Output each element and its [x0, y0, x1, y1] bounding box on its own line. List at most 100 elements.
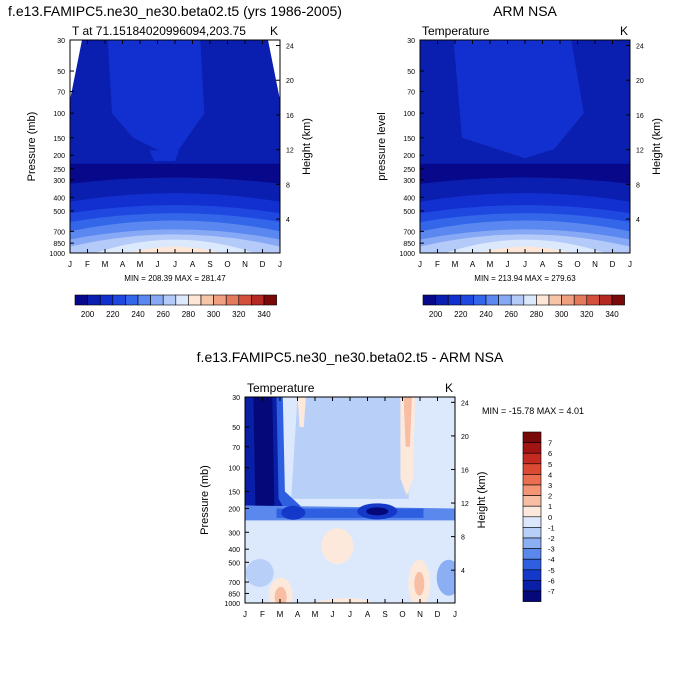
x-tick-label: J [331, 610, 335, 619]
y-right-tick-label: 4 [636, 217, 640, 224]
colorbar-swatch [522, 495, 542, 507]
chart-subtitle-right: K [620, 24, 628, 38]
x-tick-label: D [610, 260, 616, 269]
y-tick-label: 200 [53, 153, 65, 160]
colorbar-swatch [188, 294, 202, 306]
colorbar-label: -3 [548, 545, 555, 554]
x-tick-label: J [278, 260, 282, 269]
x-tick-label: J [523, 260, 527, 269]
colorbar-swatch [523, 294, 537, 306]
y-tick-label: 70 [57, 89, 65, 96]
x-tick-label: J [68, 260, 72, 269]
y-tick-label: 700 [53, 229, 65, 236]
y-tick-label: 150 [228, 490, 240, 497]
contour-band [70, 163, 280, 184]
x-tick-label: N [417, 610, 423, 619]
colorbar-swatch [522, 569, 542, 581]
y-tick-label: 300 [403, 178, 415, 185]
colorbar-swatch [162, 294, 177, 306]
min-max-text: MIN = -15.78 MAX = 4.01 [482, 406, 584, 416]
x-tick-label: J [453, 610, 457, 619]
y-tick-label: 850 [403, 241, 415, 248]
contour-band [312, 598, 376, 603]
contour-band [453, 40, 584, 159]
colorbar-swatch [213, 294, 227, 306]
y-tick-label: 150 [53, 136, 65, 143]
colorbar-label: 240 [479, 310, 493, 319]
x-tick-label: D [260, 260, 266, 269]
chart-title: ARM NSA [493, 3, 557, 19]
y-tick-label: 500 [53, 209, 65, 216]
x-tick-label: S [207, 260, 212, 269]
x-tick-label: A [295, 610, 301, 619]
colorbar-swatch [522, 442, 542, 454]
colorbar-swatch [522, 463, 542, 475]
panel-3: J F M A M J J A S O N D J305070100150200300400500700… [197, 349, 584, 619]
colorbar-swatch [522, 537, 542, 549]
colorbar-label: 240 [131, 310, 145, 319]
x-tick-label: M [487, 260, 494, 269]
colorbar-swatch [522, 484, 542, 496]
y-tick-label: 70 [407, 89, 415, 96]
colorbar-swatch [522, 548, 542, 560]
colorbar-label: 5 [548, 460, 552, 469]
x-tick-label: J [156, 260, 160, 269]
colorbar-swatch [74, 294, 88, 306]
y-right-tick-label: 8 [286, 182, 290, 189]
colorbar-label: 260 [157, 310, 171, 319]
colorbar-swatch [611, 294, 625, 306]
chart-subtitle-right: K [270, 24, 278, 38]
colorbar-label: 1 [548, 502, 552, 511]
colorbar-swatch [510, 294, 525, 306]
panel-2: J F M A M J J A S O N D J 30 50 70 100 150 200 250 300 400 500… [376, 3, 663, 319]
colorbar-swatch [473, 294, 487, 306]
x-tick-label: J [628, 260, 632, 269]
contour-band [245, 558, 274, 587]
contour-band [403, 397, 412, 447]
colorbar-swatch [522, 580, 542, 592]
y-tick-label: 400 [403, 195, 415, 202]
y-axis-right-label: Height (km) [476, 472, 488, 529]
colorbar-label: 280 [182, 310, 196, 319]
y-tick-label: 700 [403, 229, 415, 236]
y-right-tick-label: 4 [461, 568, 465, 575]
y-tick-label: 150 [403, 136, 415, 143]
colorbar-swatch [599, 294, 613, 306]
colorbar-swatch [536, 294, 550, 306]
y-tick-label: 250 [53, 167, 65, 174]
x-tick-label: A [365, 610, 371, 619]
y-tick-label: 200 [228, 506, 240, 513]
y-tick-label: 250 [403, 167, 415, 174]
y-right-tick-label: 8 [461, 535, 465, 542]
x-tick-label: M [452, 260, 459, 269]
chart-subtitle-right: K [445, 381, 453, 395]
x-tick-label: N [242, 260, 248, 269]
mask-region [70, 40, 82, 100]
colorbar-swatch [175, 294, 189, 306]
y-axis-right-label: Height (km) [301, 118, 313, 175]
y-tick-label: 400 [53, 195, 65, 202]
x-tick-label: M [137, 260, 144, 269]
colorbar-label: -7 [548, 587, 555, 596]
y-tick-label: 1000 [49, 251, 65, 258]
x-tick-label: J [418, 260, 422, 269]
colorbar-label: -4 [548, 555, 555, 564]
x-tick-label: J [506, 260, 510, 269]
x-tick-label: O [399, 610, 405, 619]
contour-band [149, 150, 180, 162]
y-right-tick-label: 20 [636, 78, 644, 85]
chart-subtitle-left: T at 71.15184020996094,203.75 [72, 24, 246, 38]
contour-band [420, 163, 630, 184]
colorbar-label: 300 [555, 310, 569, 319]
y-tick-label: 30 [57, 38, 65, 45]
colorbar-label: 6 [548, 449, 552, 458]
contour-band [366, 507, 389, 516]
y-right-tick-label: 24 [636, 44, 644, 51]
colorbar-swatch [522, 516, 542, 528]
y-tick-label: 30 [232, 395, 240, 402]
x-tick-label: S [557, 260, 562, 269]
contour-band [253, 397, 275, 512]
colorbar-swatch [485, 294, 499, 306]
y-right-tick-label: 8 [636, 182, 640, 189]
contour-band [414, 571, 425, 596]
